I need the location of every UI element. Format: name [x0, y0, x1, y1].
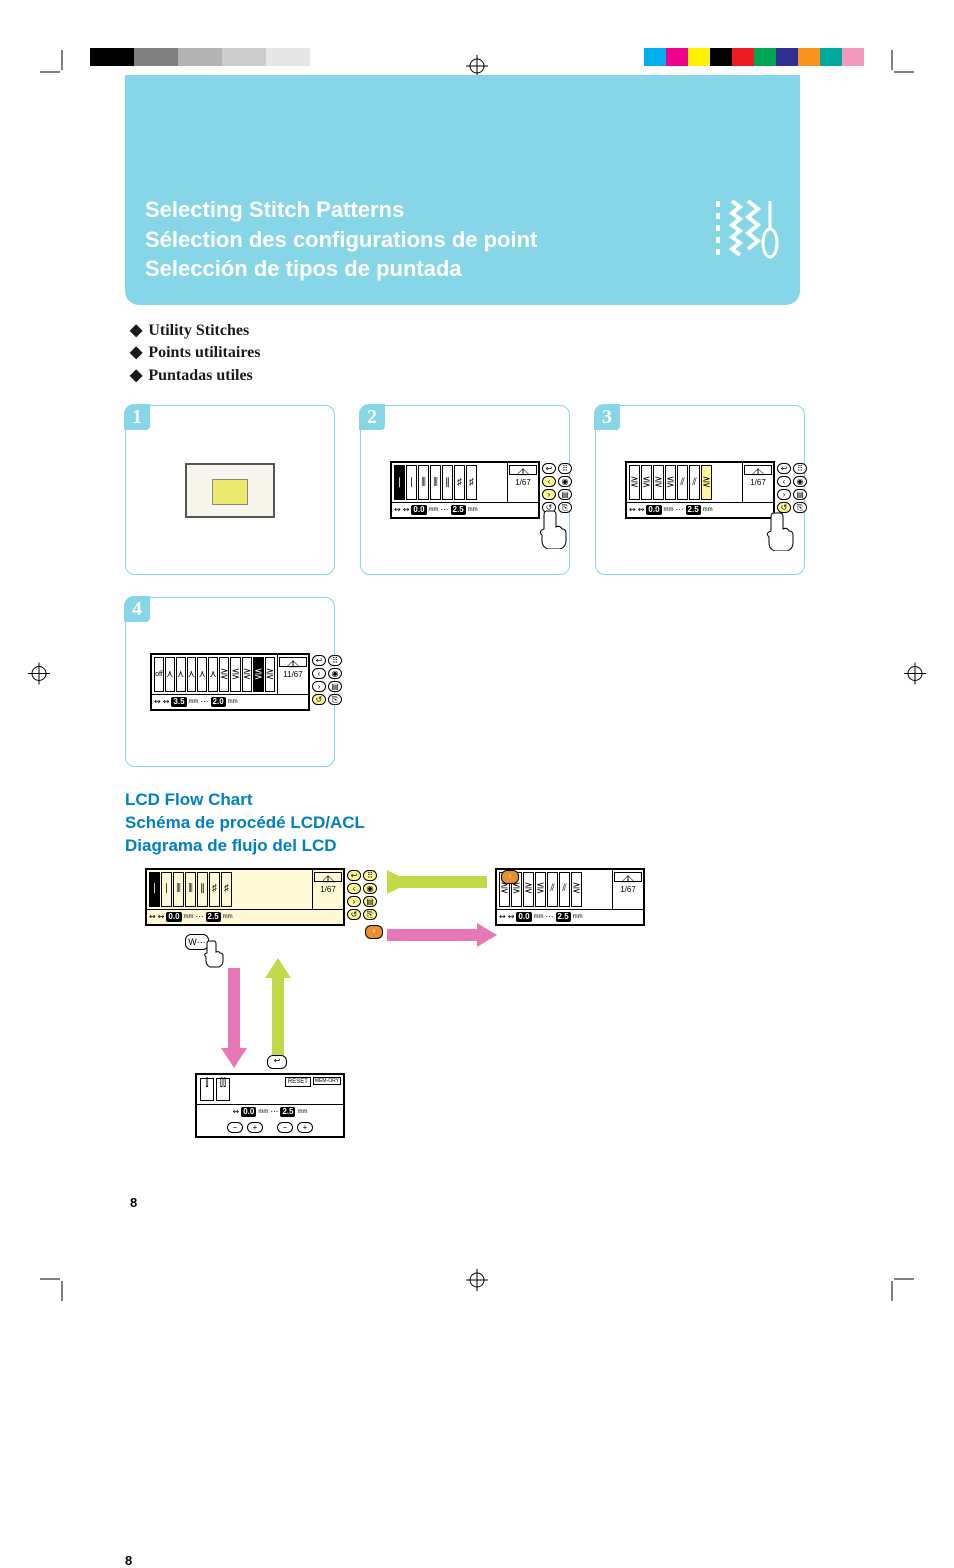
lcd-screen-4: off ⋏⋏⋏ ⋏⋏ ⋛⋚⋛ ⋚⋛ ◿◺ 11/67 ↭↭ 3 [150, 653, 310, 711]
step-1: 1 [125, 405, 335, 575]
flow-arrow-up: ↩ [265, 958, 291, 1063]
registration-mark-bottom [466, 1269, 488, 1296]
flow-title-es: Diagrama de flujo del LCD [125, 835, 825, 858]
flow-title-fr: Schéma de procédé LCD/ACL [125, 812, 825, 835]
bullet-en: Utility Stitches [148, 322, 249, 339]
lcd4-page-count: 11/67 [279, 668, 307, 680]
lcd-screen-2: ∣∣⫼ ⫼∥♯♯ ◿◺ 1/67 ↭↭ 0.0mm ⋯ [390, 461, 540, 519]
crop-mark-br [884, 1271, 914, 1301]
flow-arrow-return: ‹ [387, 870, 497, 901]
flow-chart-heading: LCD Flow Chart Schéma de procédé LCD/ACL… [125, 789, 825, 858]
pointing-hand-icon [538, 509, 568, 549]
lcd2-length: 2.5 [451, 505, 466, 515]
bullet-list: ◆Utility Stitches ◆Points utilitaires ◆P… [130, 320, 820, 387]
lcd-screen-3: ⋛⋚⋛ ⋚⫽⫽⋛ ◿◺ 1/67 ↭↭ 0.0mm ⋯ [625, 461, 775, 519]
page-number: 8 [125, 1553, 132, 1568]
section-header: Selecting Stitch Patterns Sélection des … [125, 75, 800, 305]
lcd2-side-buttons: ↩⠿ ‹◉ ›▤ ↺⎘ [542, 463, 572, 513]
lcd3-page-count: 1/67 [744, 476, 772, 488]
lcd4-length: 2.0 [211, 697, 226, 707]
step-2: 2 ∣∣⫼ ⫼∥♯♯ ◿◺ 1/67 [360, 405, 570, 575]
lcd4-width: 3.5 [171, 697, 186, 707]
color-bar-grayscale [90, 48, 310, 66]
crop-mark-tl [40, 50, 70, 80]
stitch-icon [710, 195, 780, 266]
pointing-hand-icon [203, 940, 225, 968]
flow-lcd-a-buttons: ↩⠿ ‹◉ ›▤ ↺⎘ [347, 870, 377, 920]
flow-arrow-down [221, 968, 247, 1073]
steps-row-1: 1 2 ∣∣⫼ ⫼∥♯♯ ◿◺ [125, 405, 825, 575]
header-title-fr: Sélection des configurations de point [145, 227, 537, 252]
lcd2-page-count: 1/67 [509, 476, 537, 488]
flow-chart: ∣∣⫼ ⫼∥♯♯ ◿◺ 1/67 ↭↭ 0.0mm ⋯ 2.5mm ↩⠿ [125, 868, 805, 1188]
crop-mark-bl [40, 1271, 70, 1301]
flow-arrow-next: › [387, 923, 497, 954]
step-4: 4 off ⋏⋏⋏ ⋏⋏ ⋛⋚⋛ ⋚⋛ ◿◺ 11/67 [125, 597, 335, 767]
flow-lcd-c: ⫿ ⫿⫿ RESET MEM-ORY ↭ 0.0mm ⋯ 2.5mm −+ [195, 1073, 345, 1138]
lcd3-width: 0.0 [646, 505, 661, 515]
step-3: 3 ⋛⋚⋛ ⋚⫽⫽⋛ ◿◺ 1/67 [595, 405, 805, 575]
page-content: Selecting Stitch Patterns Sélection des … [125, 75, 825, 1188]
stitch-card-illustration [185, 463, 275, 518]
lcd4-side-buttons: ↩⠿ ‹◉ ›▤ ↺⎘ [312, 655, 342, 705]
page-number: 8 [130, 1195, 137, 1210]
crop-mark-tr [884, 50, 914, 80]
reset-button: RESET [285, 1077, 311, 1087]
memory-button: MEM-ORY [313, 1077, 341, 1085]
lcd3-side-buttons: ↩⠿ ‹◉ ›▤ ↺⎘ [777, 463, 807, 513]
registration-mark-right [904, 662, 926, 689]
header-title-en: Selecting Stitch Patterns [145, 197, 404, 222]
header-title-es: Selección de tipos de puntada [145, 256, 462, 281]
bullet-fr: Points utilitaires [148, 344, 260, 361]
pointing-hand-icon [765, 511, 795, 551]
lcd2-width: 0.0 [411, 505, 426, 515]
registration-mark-left [28, 662, 50, 689]
color-bar-color [644, 48, 864, 66]
flow-title-en: LCD Flow Chart [125, 789, 825, 812]
steps-row-2: 4 off ⋏⋏⋏ ⋏⋏ ⋛⋚⋛ ⋚⋛ ◿◺ 11/67 [125, 597, 825, 767]
flow-lcd-a: ∣∣⫼ ⫼∥♯♯ ◿◺ 1/67 ↭↭ 0.0mm ⋯ 2.5mm ↩⠿ [145, 868, 345, 926]
lcd3-length: 2.5 [686, 505, 701, 515]
bullet-es: Puntadas utiles [148, 367, 252, 384]
